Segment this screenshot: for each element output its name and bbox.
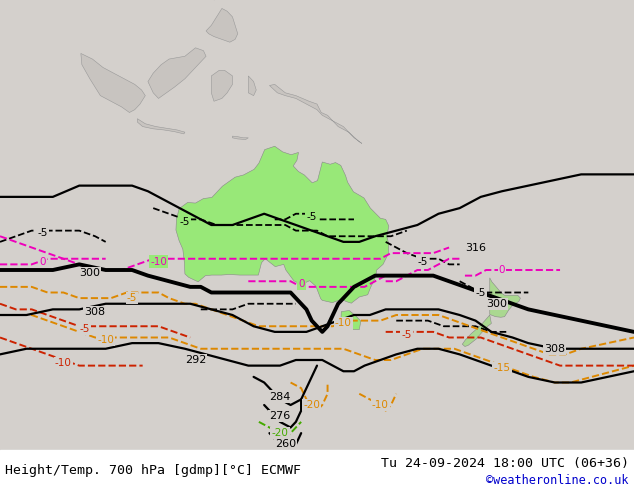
Text: -5: -5 xyxy=(127,293,138,303)
Text: 276: 276 xyxy=(269,411,290,421)
Text: ©weatheronline.co.uk: ©weatheronline.co.uk xyxy=(486,473,629,487)
Text: 308: 308 xyxy=(544,344,566,354)
Text: 308: 308 xyxy=(84,307,106,317)
Text: -20: -20 xyxy=(303,400,320,410)
Text: Tu 24-09-2024 18:00 UTC (06+36): Tu 24-09-2024 18:00 UTC (06+36) xyxy=(381,457,629,469)
Text: -10: -10 xyxy=(335,318,352,328)
Text: -5: -5 xyxy=(476,288,486,297)
Polygon shape xyxy=(148,48,206,98)
Polygon shape xyxy=(81,53,145,113)
Polygon shape xyxy=(138,119,185,134)
Text: 300: 300 xyxy=(486,299,507,309)
Text: -10: -10 xyxy=(55,358,72,368)
Polygon shape xyxy=(211,70,233,101)
Polygon shape xyxy=(233,136,249,140)
Text: -5: -5 xyxy=(37,228,48,239)
Text: -5: -5 xyxy=(401,330,412,340)
Bar xyxy=(0,450,634,490)
Text: -10: -10 xyxy=(372,400,389,410)
Text: -10: -10 xyxy=(97,335,114,345)
Text: 0: 0 xyxy=(499,265,505,275)
Text: 316: 316 xyxy=(465,243,486,252)
Text: -10: -10 xyxy=(150,257,167,267)
Text: 0: 0 xyxy=(298,279,304,289)
Text: -5: -5 xyxy=(417,257,428,267)
Text: 284: 284 xyxy=(269,392,291,402)
Text: -20: -20 xyxy=(271,428,288,438)
Polygon shape xyxy=(206,8,238,42)
Polygon shape xyxy=(249,76,256,96)
Text: 0: 0 xyxy=(39,257,46,267)
Polygon shape xyxy=(176,146,389,303)
Text: Height/Temp. 700 hPa [gdmp][°C] ECMWF: Height/Temp. 700 hPa [gdmp][°C] ECMWF xyxy=(5,464,301,476)
Text: -5: -5 xyxy=(306,212,317,221)
Text: -5: -5 xyxy=(79,324,90,334)
Polygon shape xyxy=(341,311,361,330)
Polygon shape xyxy=(269,84,362,144)
Text: 292: 292 xyxy=(184,355,206,365)
Text: 300: 300 xyxy=(79,268,100,278)
Polygon shape xyxy=(462,315,491,346)
Text: -15: -15 xyxy=(493,364,510,373)
Text: 260: 260 xyxy=(275,440,296,449)
Text: -5: -5 xyxy=(179,217,190,227)
Polygon shape xyxy=(489,278,521,317)
